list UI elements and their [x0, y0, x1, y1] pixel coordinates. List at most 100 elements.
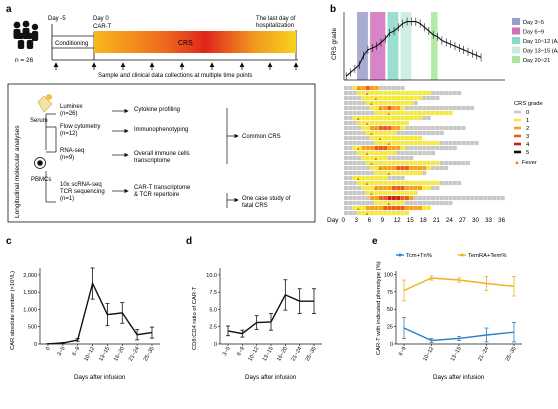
heatmap-cell	[387, 141, 392, 146]
fever-marker: ▲	[356, 176, 360, 181]
heatmap-cell	[352, 186, 357, 191]
heatmap-cell	[426, 141, 431, 146]
heatmap-cell	[391, 191, 396, 196]
heatmap-cell	[352, 196, 357, 201]
heatmap-cell	[400, 211, 405, 216]
heatmap-cell	[365, 176, 370, 181]
heatmap-cell	[352, 171, 357, 176]
heatmap-cell	[409, 166, 414, 171]
heatmap-cell	[400, 171, 405, 176]
heatmap-cell	[370, 161, 375, 166]
heatmap-cell	[348, 186, 353, 191]
heatmap-cell	[396, 101, 401, 106]
assay-result: Overall immune cells	[134, 151, 190, 157]
heatmap-cell	[391, 86, 396, 91]
assay-list: Luminex(n=26) Cytokine profiling Flow cyto…	[60, 104, 191, 202]
panel-b-ylabel: CRS grade	[331, 27, 338, 60]
heatmap-cell	[387, 206, 392, 211]
heatmap-cell	[348, 96, 353, 101]
heatmap-cell	[352, 201, 357, 206]
heatmap-cell	[435, 106, 440, 111]
heatmap-cell	[391, 141, 396, 146]
heatmap-cell	[431, 146, 436, 151]
heatmap-cell	[383, 126, 388, 131]
heatmap-cell	[391, 131, 396, 136]
heatmap-cell	[348, 86, 353, 91]
heatmap-cell	[422, 201, 427, 206]
heatmap-cell	[444, 181, 449, 186]
heatmap-cell	[370, 86, 375, 91]
day-tick-label: 21	[433, 217, 440, 224]
heatmap-cell	[352, 151, 357, 156]
heatmap-cell	[357, 91, 362, 96]
heatmap-cell	[409, 201, 414, 206]
heatmap-cell	[448, 91, 453, 96]
heatmap-cell	[361, 206, 366, 211]
heatmap-cell	[387, 121, 392, 126]
heatmap-cell	[370, 171, 375, 176]
heatmap-cell	[378, 151, 383, 156]
heatmap-cell	[461, 161, 466, 166]
fever-marker: ▲	[356, 206, 360, 211]
heatmap-cell	[400, 116, 405, 121]
heatmap-cell	[378, 121, 383, 126]
heatmap-cell	[396, 171, 401, 176]
heatmap-cell	[452, 126, 457, 131]
day-tick-label: 3	[355, 217, 359, 224]
heatmap-cell	[387, 181, 392, 186]
fever-marker: ▲	[373, 186, 377, 191]
heatmap-cell	[422, 186, 427, 191]
heatmap-cell	[470, 196, 475, 201]
series-line	[403, 327, 515, 342]
x-tick-label: 16~20	[276, 346, 289, 362]
heatmap-cell	[426, 146, 431, 151]
heatmap-cell	[357, 186, 362, 191]
heatmap-cell	[378, 176, 383, 181]
fever-legend-icon: ▲	[514, 160, 520, 166]
day-tick-label: 9	[381, 217, 385, 224]
heatmap-cell	[422, 141, 427, 146]
heatmap-cell	[448, 161, 453, 166]
y-tick-label: 100	[384, 272, 393, 278]
x-tick-label: 6~9	[236, 346, 246, 357]
heatmap-cell	[417, 166, 423, 171]
heatmap-cell	[409, 101, 414, 106]
heatmap-cell	[383, 181, 388, 186]
heatmap-cell	[426, 131, 431, 136]
fever-marker: ▲	[378, 196, 382, 201]
heatmap-cell	[374, 86, 379, 91]
fever-marker: ▲	[378, 166, 382, 171]
heatmap-cell	[409, 96, 414, 101]
heatmap-cell	[352, 121, 357, 126]
heatmap-cell	[400, 106, 405, 111]
heatmap-cell	[404, 126, 409, 131]
serum-label: Serum	[30, 118, 48, 124]
heatmap-cell	[370, 131, 375, 136]
heatmap-cell	[365, 186, 370, 191]
heatmap-cell	[396, 191, 401, 196]
heatmap-cell	[387, 151, 392, 156]
heatmap-cell	[357, 146, 362, 151]
heatmap-cell	[417, 116, 423, 121]
heatmap-cell	[365, 86, 370, 91]
heatmap-cell	[396, 131, 401, 136]
fever-marker: ▲	[365, 151, 369, 156]
heatmap-cell	[378, 141, 383, 146]
heatmap-cell	[370, 156, 375, 161]
heatmap-cell	[387, 96, 392, 101]
grade-legend-title: CRS grade	[514, 101, 543, 107]
heatmap-cell	[370, 206, 375, 211]
fever-marker: ▲	[369, 101, 373, 106]
heatmap-cell	[357, 111, 362, 116]
heatmap-cell	[391, 181, 396, 186]
heatmap-cell	[348, 156, 353, 161]
heatmap-cell	[409, 161, 414, 166]
day-window-band	[370, 12, 386, 80]
heatmap-cell	[374, 176, 379, 181]
heatmap-cell	[417, 131, 423, 136]
heatmap-cell	[400, 101, 405, 106]
series-line	[403, 277, 515, 292]
heatmap-cell	[391, 116, 396, 121]
heatmap-cell	[348, 91, 353, 96]
heatmap-cell	[435, 196, 440, 201]
